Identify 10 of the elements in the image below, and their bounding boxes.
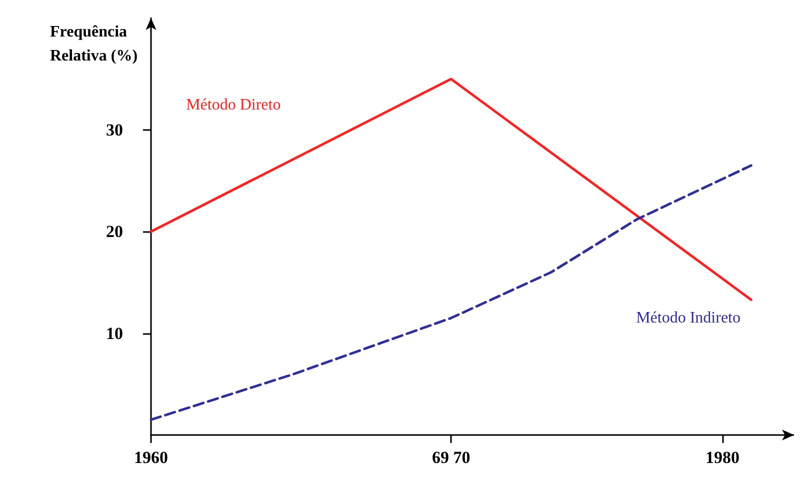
text: Método Indireto xyxy=(636,310,740,327)
x-tick-label: 1960 xyxy=(134,448,168,467)
x-tick-label: 69 70 xyxy=(432,448,470,467)
y-tick-label: 30 xyxy=(106,120,123,140)
line-series xyxy=(150,164,752,421)
y-tick-label: 10 xyxy=(106,324,123,343)
y-axis-title: Frequência Relativa (%) xyxy=(50,24,138,64)
text: Método Direto xyxy=(186,96,281,114)
x-tick-label: 1980 xyxy=(706,448,740,467)
y-tick-label: 20 xyxy=(106,222,123,242)
